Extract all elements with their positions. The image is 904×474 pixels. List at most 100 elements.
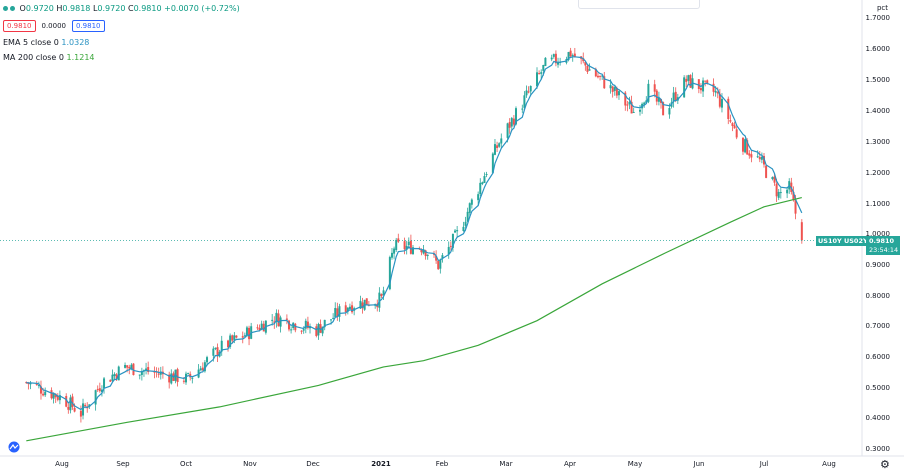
candle-body — [514, 108, 517, 125]
candle-body — [741, 137, 744, 152]
close-value: 0.9810 — [133, 4, 162, 13]
candle-body — [338, 306, 341, 317]
candle-body — [176, 369, 179, 383]
candle-body — [258, 327, 261, 331]
y-tick: 0.9000 — [865, 261, 891, 269]
candle-body — [279, 317, 282, 327]
x-tick: Mar — [499, 460, 513, 468]
candle-body — [569, 50, 572, 57]
candle-body — [542, 65, 545, 71]
candle-body — [140, 371, 143, 375]
candle-body — [750, 154, 753, 158]
candle-body — [245, 327, 248, 336]
candle-body — [779, 192, 782, 194]
candle-body — [674, 91, 677, 101]
candle-body — [262, 323, 265, 332]
candle-body — [35, 384, 38, 386]
candle-body — [668, 108, 671, 115]
candle-body — [37, 385, 40, 387]
spread-value: 0.0000 — [41, 22, 67, 30]
candle-body — [319, 324, 322, 333]
candle-body — [285, 318, 288, 320]
candle-body — [485, 174, 488, 176]
y-tick: 1.0000 — [865, 230, 891, 238]
candle-body — [729, 120, 732, 122]
candle-body — [550, 57, 553, 60]
top-toolbar-handle[interactable] — [578, 0, 700, 9]
ema-5-line — [26, 56, 803, 411]
ma-legend[interactable]: MA 200 close 0 1.1214 — [3, 53, 95, 62]
status-dot — [3, 6, 8, 11]
candle-body — [58, 395, 61, 401]
candle-body — [735, 129, 738, 138]
candle-body — [315, 326, 318, 336]
tradingview-logo-icon[interactable] — [4, 438, 24, 457]
candle-body — [493, 144, 496, 155]
candle-body — [332, 317, 335, 319]
candle-body — [624, 92, 627, 106]
candle-body — [361, 302, 364, 309]
candle-body — [718, 93, 721, 107]
candle-body — [567, 52, 570, 61]
candle-body — [359, 300, 362, 309]
candle-body — [65, 396, 68, 407]
low-value: 0.9720 — [97, 4, 126, 13]
candle-body — [212, 348, 215, 356]
candle-body — [187, 373, 190, 375]
candle-body — [702, 80, 705, 92]
candle-body — [390, 252, 393, 258]
y-tick: 0.5000 — [865, 384, 891, 392]
candle-body — [584, 62, 587, 66]
candle-body — [685, 78, 688, 82]
candle-body — [599, 75, 602, 77]
candle-body — [544, 57, 547, 66]
candle-body — [216, 347, 219, 357]
x-tick: Jun — [693, 460, 705, 468]
candle-body — [477, 194, 480, 201]
candle-body — [727, 98, 730, 119]
candle-body — [84, 404, 87, 407]
ema-legend[interactable]: EMA 5 close 0 1.0328 — [3, 38, 89, 47]
candle-body — [206, 357, 209, 363]
candle-body — [435, 255, 438, 261]
candle-body — [420, 249, 423, 253]
candle-body — [527, 91, 530, 93]
x-tick: May — [627, 460, 643, 468]
status-dot — [10, 6, 15, 11]
candle-body — [128, 366, 131, 369]
candle-body — [309, 326, 312, 329]
symbol-tag: US10Y US02Y — [816, 236, 870, 246]
gear-icon[interactable]: ⚙ — [880, 458, 890, 471]
candle-body — [647, 83, 650, 102]
candle-body — [653, 84, 656, 92]
candle-body — [481, 182, 484, 185]
open-value: 0.9720 — [25, 4, 54, 13]
candle-body — [96, 389, 99, 391]
low-label: L — [92, 4, 98, 13]
candle-body — [706, 80, 709, 84]
candle-body — [552, 54, 555, 57]
candle-body — [613, 87, 616, 91]
ma-200-line — [26, 197, 802, 442]
candle-body — [260, 323, 263, 330]
candle-body — [596, 75, 599, 78]
candle-body — [447, 247, 450, 255]
candle-body — [231, 335, 234, 341]
candle-body — [227, 340, 230, 348]
candle-body — [71, 396, 74, 408]
candle-body — [235, 335, 238, 338]
buy-value-box[interactable]: 0.9810 — [72, 20, 105, 32]
candle-body — [199, 368, 202, 371]
candle-body — [554, 53, 557, 64]
candle-body — [594, 69, 597, 77]
candle-body — [483, 176, 486, 183]
candle-body — [82, 403, 85, 416]
x-tick: Nov — [243, 460, 257, 468]
sell-value-box[interactable]: 0.9810 — [3, 20, 36, 32]
y-tick: 0.6000 — [865, 353, 891, 361]
candle-body — [512, 118, 515, 125]
candle-body — [111, 374, 114, 381]
candle-body — [287, 320, 290, 330]
